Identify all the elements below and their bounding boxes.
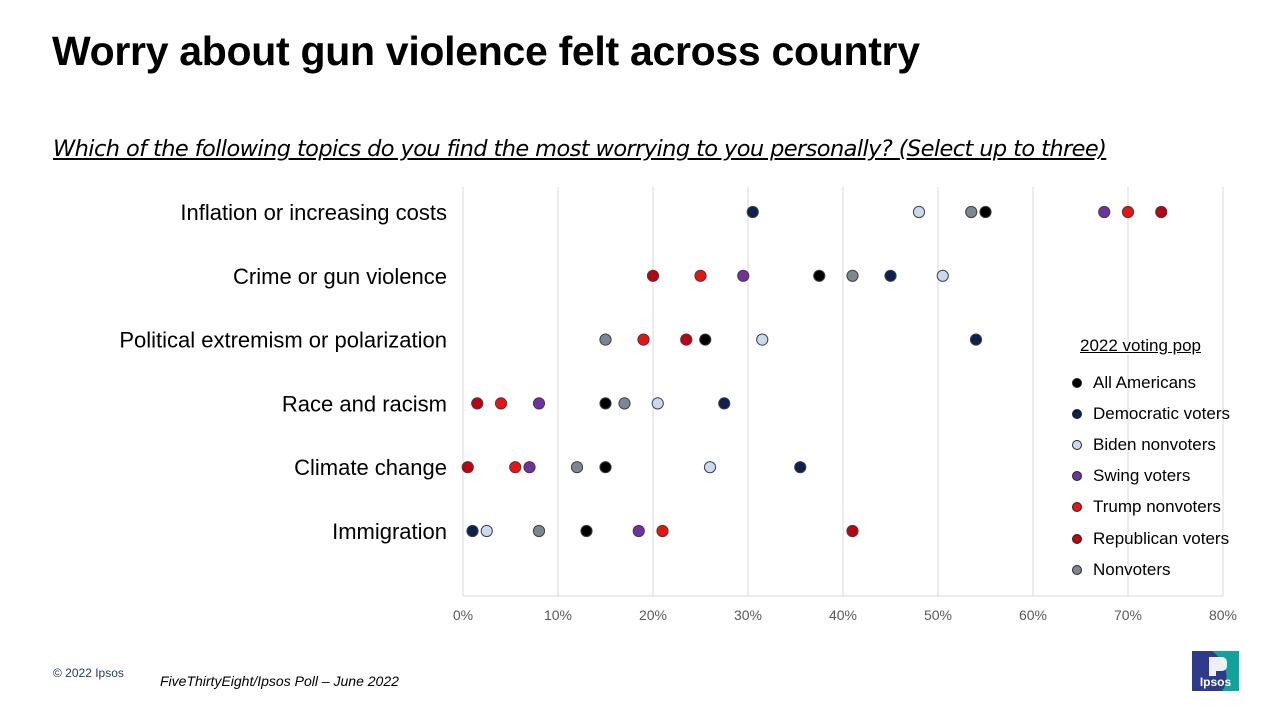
x-tick-label: 40%: [829, 607, 857, 623]
data-point: [466, 524, 479, 538]
data-point: [656, 524, 669, 538]
data-point: [794, 461, 807, 474]
data-point: [1155, 205, 1168, 219]
data-point: [846, 269, 859, 282]
x-axis-ticks: 0% 10% 20% 30% 40% 50% 60% 70% 80%: [453, 607, 1237, 623]
data-point: [1121, 205, 1135, 219]
ipsos-logo: Ipsos: [1192, 651, 1239, 691]
data-point: [599, 461, 612, 474]
legend-title: 2022 voting pop: [1080, 336, 1201, 355]
legend-item: All Americans: [1072, 367, 1230, 398]
data-point: [599, 333, 612, 346]
data-point: [509, 461, 522, 474]
legend-item: Democratic voters: [1072, 398, 1230, 429]
data-point: [471, 397, 484, 410]
data-point: [1098, 205, 1111, 219]
category-label: Immigration: [332, 519, 447, 544]
legend-label: Republican voters: [1093, 528, 1230, 548]
category-label: Political extremism or polarization: [119, 328, 447, 353]
legend-swatch-icon: [1072, 408, 1082, 419]
legend-item: Republican voters: [1072, 523, 1230, 554]
legend-label: Trump nonvoters: [1093, 497, 1221, 517]
data-point: [637, 333, 650, 346]
data-point: [703, 461, 717, 474]
data-point: [699, 333, 712, 346]
page-title: Worry about gun violence felt across cou…: [52, 28, 920, 74]
data-point: [632, 524, 645, 538]
legend-label: Biden nonvoters: [1093, 434, 1216, 454]
data-point: [480, 524, 493, 538]
data-point: [532, 397, 546, 410]
data-point: [813, 269, 826, 282]
legend-swatch-icon: [1072, 502, 1082, 513]
data-point: [694, 269, 707, 282]
legend-swatch-icon: [1072, 377, 1082, 388]
data-point: [912, 205, 926, 219]
question-subtitle: Which of the following topics do you fin…: [53, 136, 1107, 162]
data-point: [718, 397, 731, 410]
legend-item: Biden nonvoters: [1072, 429, 1230, 460]
data-point: [494, 397, 508, 410]
logo-text: Ipsos: [1199, 675, 1232, 689]
legend-label: Democratic voters: [1093, 403, 1230, 423]
legend-item: Nonvoters: [1072, 554, 1230, 585]
data-point: [979, 205, 992, 219]
data-point: [680, 333, 693, 346]
source-note: FiveThirtyEight/Ipsos Poll – June 2022: [160, 673, 399, 689]
data-point: [646, 269, 660, 282]
legend-swatch-icon: [1072, 439, 1082, 450]
data-point: [884, 269, 897, 282]
category-label: Race and racism: [282, 391, 447, 416]
x-tick-label: 50%: [924, 607, 952, 623]
legend-label: Nonvoters: [1093, 559, 1171, 579]
x-tick-label: 20%: [639, 607, 667, 623]
data-point: [756, 333, 769, 346]
data-point: [936, 269, 949, 282]
x-tick-label: 30%: [734, 607, 762, 623]
legend-swatch-icon: [1072, 564, 1082, 575]
data-point: [737, 269, 750, 282]
data-point: [969, 333, 983, 346]
category-label: Inflation or increasing costs: [180, 200, 447, 225]
data-point: [570, 461, 584, 474]
data-point: [461, 461, 474, 474]
x-tick-label: 60%: [1019, 607, 1047, 623]
data-point: [846, 524, 859, 538]
category-label: Climate change: [294, 455, 447, 480]
x-tick-label: 10%: [544, 607, 572, 623]
data-points: [461, 205, 1168, 538]
data-point: [599, 397, 612, 410]
data-point: [580, 524, 593, 538]
legend-item: Swing voters: [1072, 461, 1230, 492]
data-point: [618, 397, 631, 410]
data-point: [532, 524, 546, 538]
gridlines: [462, 187, 1224, 597]
legend-item: Trump nonvoters: [1072, 492, 1230, 523]
data-point: [965, 205, 978, 219]
legend: All Americans Democratic voters Biden nonv…: [1072, 367, 1230, 585]
data-point: [651, 397, 664, 410]
x-tick-label: 80%: [1209, 607, 1237, 623]
category-labels: Inflation or increasing costs Crime or gu…: [119, 200, 447, 544]
legend-label: All Americans: [1093, 372, 1196, 392]
data-point: [523, 461, 536, 474]
legend-label: Swing voters: [1093, 466, 1191, 486]
legend-swatch-icon: [1072, 471, 1082, 482]
copyright-text: © 2022 Ipsos: [53, 666, 124, 680]
data-point: [746, 205, 759, 219]
legend-swatch-icon: [1072, 533, 1082, 544]
logo-shape-icon: [1192, 651, 1239, 691]
x-tick-label: 70%: [1114, 607, 1142, 623]
category-label: Crime or gun violence: [233, 264, 447, 289]
x-tick-label: 0%: [453, 607, 473, 623]
